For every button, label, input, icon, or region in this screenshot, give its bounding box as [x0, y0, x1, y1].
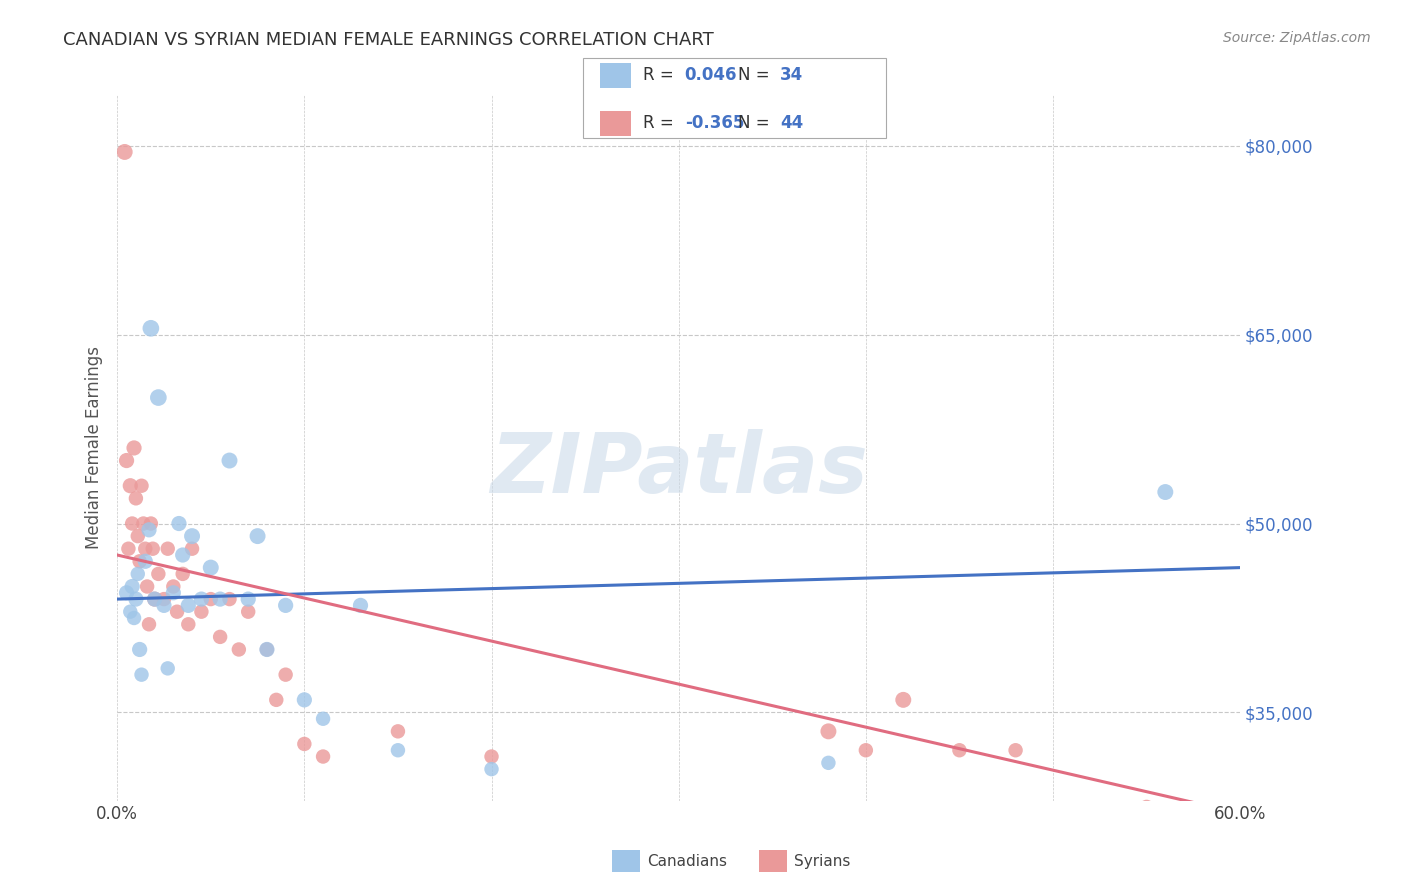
Point — [256, 642, 278, 657]
Point — [121, 516, 143, 531]
Text: N =: N = — [738, 114, 775, 132]
Point — [143, 592, 166, 607]
Point — [134, 541, 156, 556]
Point — [134, 554, 156, 568]
Point — [177, 617, 200, 632]
Text: R =: R = — [643, 66, 679, 84]
Point — [121, 580, 143, 594]
Point — [132, 516, 155, 531]
Text: Source: ZipAtlas.com: Source: ZipAtlas.com — [1223, 31, 1371, 45]
Point — [162, 580, 184, 594]
Text: -0.365: -0.365 — [685, 114, 744, 132]
Point — [125, 592, 148, 607]
Point — [138, 523, 160, 537]
Y-axis label: Median Female Earnings: Median Female Earnings — [86, 346, 103, 549]
Text: Canadians: Canadians — [647, 855, 727, 869]
Point — [131, 479, 153, 493]
Point — [115, 586, 138, 600]
Point — [238, 605, 260, 619]
Point — [117, 541, 139, 556]
Point — [172, 548, 194, 562]
Point — [166, 605, 188, 619]
Point — [156, 541, 179, 556]
Point — [153, 599, 176, 613]
Point — [1136, 800, 1159, 814]
Point — [387, 724, 409, 739]
Point — [190, 605, 212, 619]
Point — [200, 560, 222, 574]
Point — [190, 592, 212, 607]
Point — [266, 693, 288, 707]
Text: N =: N = — [738, 66, 775, 84]
Point — [1004, 743, 1026, 757]
Point — [138, 617, 160, 632]
Point — [218, 453, 240, 467]
Point — [312, 712, 335, 726]
Text: 44: 44 — [780, 114, 804, 132]
Text: CANADIAN VS SYRIAN MEDIAN FEMALE EARNINGS CORRELATION CHART: CANADIAN VS SYRIAN MEDIAN FEMALE EARNING… — [63, 31, 714, 49]
Point — [127, 529, 149, 543]
Point — [209, 630, 232, 644]
Point — [256, 642, 278, 657]
Point — [218, 592, 240, 607]
Point — [177, 599, 200, 613]
Point — [292, 693, 315, 707]
Point — [891, 693, 914, 707]
Point — [167, 516, 190, 531]
Point — [128, 554, 150, 568]
Point — [1154, 485, 1177, 500]
Point — [238, 592, 260, 607]
Point — [122, 441, 145, 455]
Point — [139, 516, 162, 531]
Text: Syrians: Syrians — [794, 855, 851, 869]
Point — [855, 743, 877, 757]
Point — [120, 605, 142, 619]
Point — [136, 580, 159, 594]
Point — [948, 743, 970, 757]
Point — [200, 592, 222, 607]
Point — [162, 586, 184, 600]
Point — [228, 642, 250, 657]
Point — [120, 479, 142, 493]
Point — [128, 642, 150, 657]
Point — [127, 566, 149, 581]
Point — [481, 762, 503, 776]
Point — [148, 566, 170, 581]
Point — [312, 749, 335, 764]
Point — [246, 529, 269, 543]
Point — [387, 743, 409, 757]
Text: ZIPatlas: ZIPatlas — [489, 429, 868, 509]
Point — [349, 599, 371, 613]
Point — [131, 667, 153, 681]
Point — [142, 541, 165, 556]
Text: R =: R = — [643, 114, 679, 132]
Point — [292, 737, 315, 751]
Point — [481, 749, 503, 764]
Point — [148, 391, 170, 405]
Point — [153, 592, 176, 607]
Text: 0.046: 0.046 — [685, 66, 737, 84]
Point — [274, 667, 297, 681]
Point — [143, 592, 166, 607]
Point — [274, 599, 297, 613]
Point — [209, 592, 232, 607]
Point — [181, 529, 204, 543]
Point — [817, 724, 839, 739]
Text: 34: 34 — [780, 66, 804, 84]
Point — [817, 756, 839, 770]
Point — [156, 661, 179, 675]
Point — [139, 321, 162, 335]
Point — [115, 453, 138, 467]
Point — [114, 145, 136, 159]
Point — [125, 491, 148, 506]
Point — [181, 541, 204, 556]
Point — [122, 611, 145, 625]
Point — [172, 566, 194, 581]
